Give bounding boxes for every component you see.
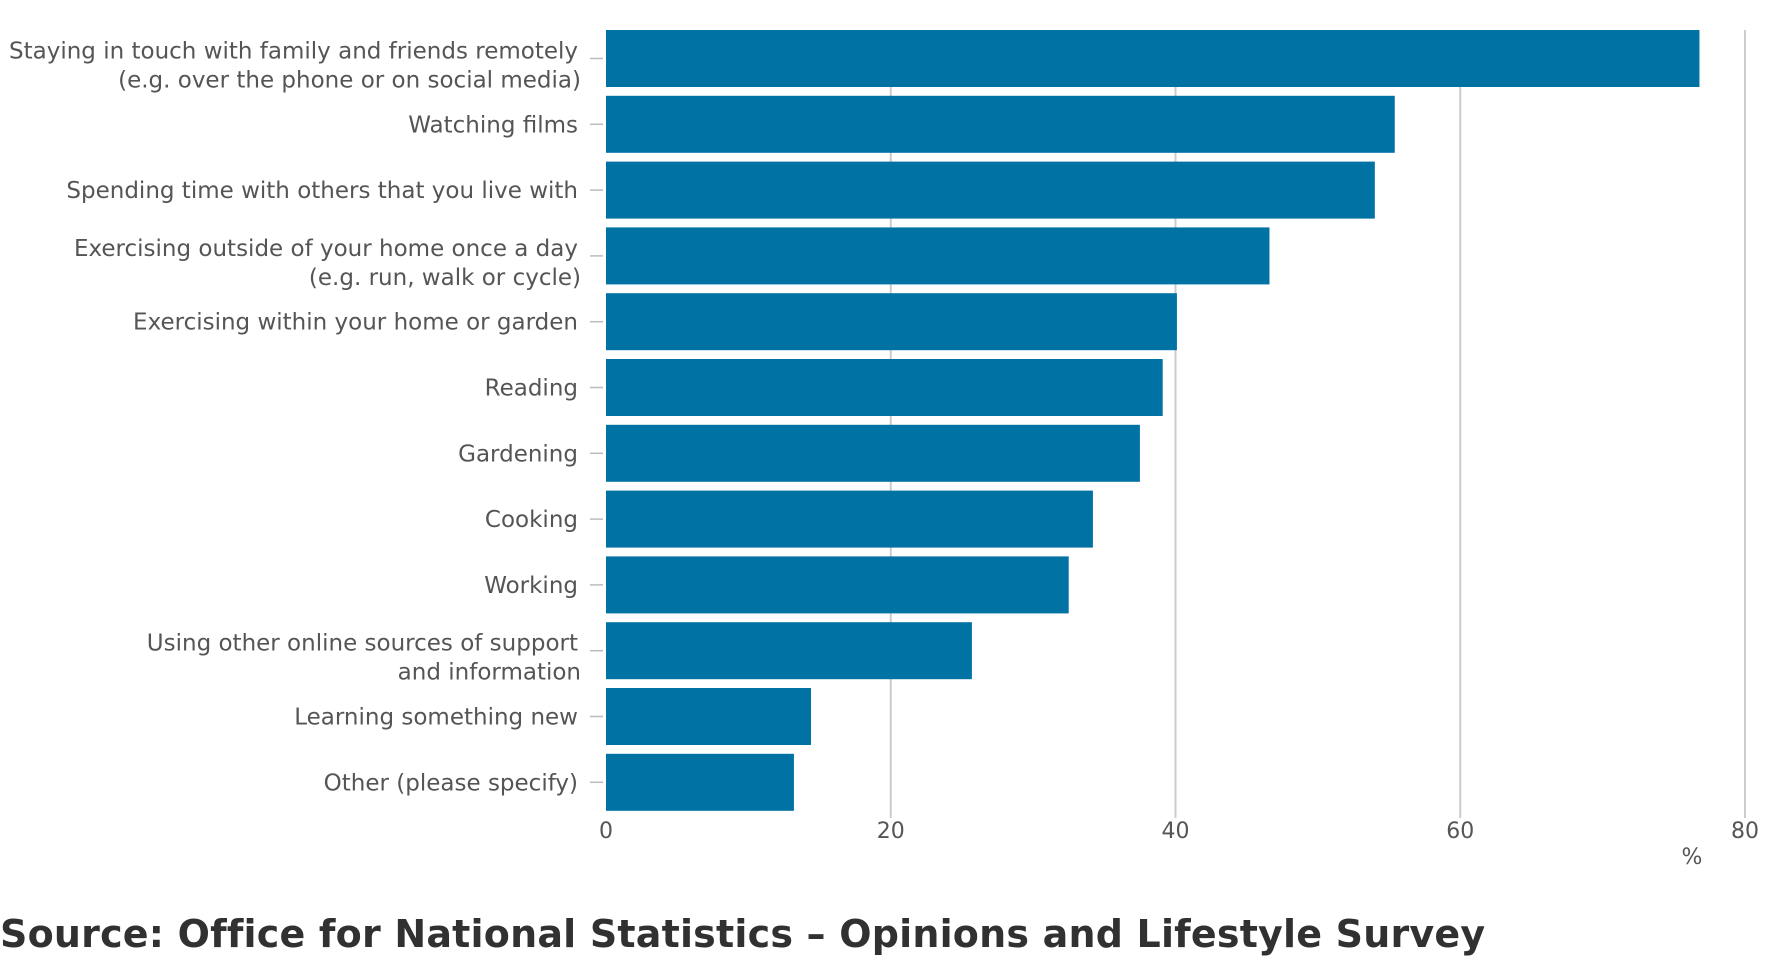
x-axis-unit-label: %: [1682, 845, 1703, 870]
bar-11: [606, 688, 812, 745]
bar-10: [606, 622, 972, 680]
bar-3: [606, 161, 1375, 219]
category-label-1-line-1: Staying in touch with family and friends…: [9, 39, 578, 65]
bar-12: [606, 753, 794, 811]
category-label-5: Exercising within your home or garden: [133, 310, 578, 336]
category-label-8: Cooking: [485, 507, 578, 533]
bars: [606, 30, 1700, 811]
bar-7: [606, 424, 1140, 482]
bar-9: [606, 556, 1069, 614]
category-label-4-line-2: (e.g. run, walk or cycle): [309, 265, 581, 291]
bar-8: [606, 490, 1093, 548]
category-label-2: Watching films: [408, 112, 578, 138]
bar-2: [606, 95, 1395, 153]
bar-chart: Staying in touch with family and friends…: [9, 30, 1759, 870]
category-label-1-line-2: (e.g. over the phone or on social media): [118, 68, 581, 94]
category-label-10-line-2: and information: [398, 660, 581, 686]
bar-5: [606, 293, 1177, 351]
category-label-4-line-1: Exercising outside of your home once a d…: [74, 236, 578, 262]
bar-4: [606, 227, 1270, 285]
bar-1: [606, 30, 1700, 87]
source-note: Source: Office for National Statistics –…: [0, 912, 1486, 956]
category-label-12: Other (please specify): [324, 770, 578, 796]
category-label-9: Working: [484, 573, 578, 599]
x-axis-ticks: 0 20 40 60 80: [599, 819, 1759, 844]
category-label-7: Gardening: [458, 441, 578, 467]
x-tick-label-0: 0: [599, 819, 613, 844]
x-tick-label-80: 80: [1731, 819, 1759, 844]
x-tick-label-60: 60: [1446, 819, 1474, 844]
gridlines: [889, 30, 1746, 818]
category-labels: Staying in touch with family and friends…: [9, 39, 603, 796]
category-label-11: Learning something new: [294, 705, 578, 731]
category-label-10-line-1: Using other online sources of support: [147, 631, 578, 657]
bar-6: [606, 359, 1163, 416]
x-tick-label-40: 40: [1162, 819, 1190, 844]
category-label-6: Reading: [485, 376, 578, 402]
category-label-3: Spending time with others that you live …: [66, 178, 578, 204]
x-tick-label-20: 20: [877, 819, 905, 844]
